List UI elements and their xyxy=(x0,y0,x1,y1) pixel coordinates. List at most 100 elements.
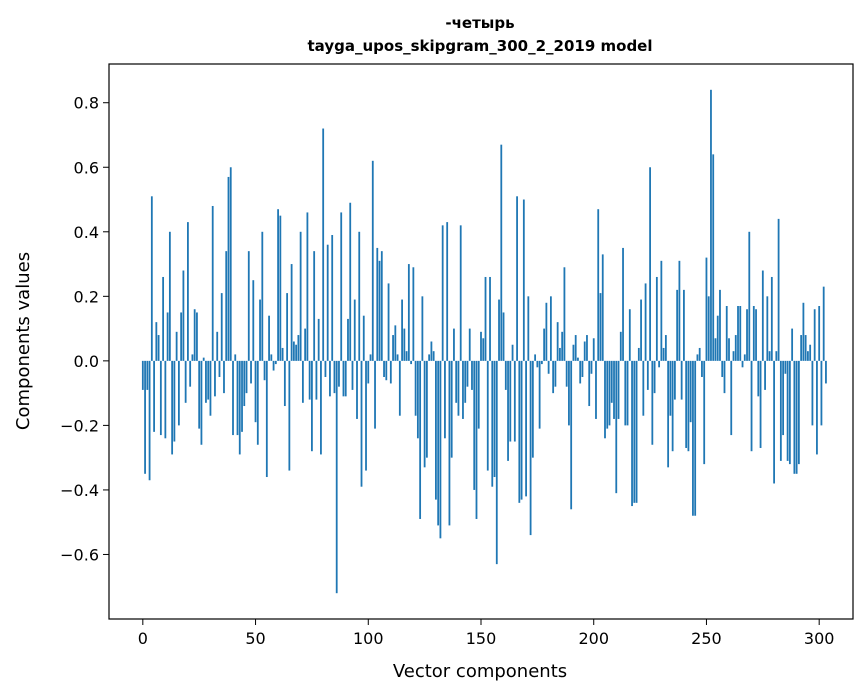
bar-250 xyxy=(705,257,708,361)
bar-141 xyxy=(459,225,462,361)
bar-9 xyxy=(162,276,165,361)
bar-102 xyxy=(371,160,374,361)
bar-16 xyxy=(177,360,180,426)
bar-277 xyxy=(766,296,769,361)
bar-198 xyxy=(588,360,591,407)
bar-246 xyxy=(696,354,699,361)
bar-276 xyxy=(764,360,766,390)
bar-28 xyxy=(205,360,207,403)
bar-61 xyxy=(279,215,282,361)
bar-79 xyxy=(320,360,322,455)
bar-274 xyxy=(759,360,762,448)
bar-37 xyxy=(225,251,228,361)
x-tick-label: 250 xyxy=(691,629,722,648)
bar-57 xyxy=(270,354,273,361)
bar-109 xyxy=(387,283,390,361)
bar-256 xyxy=(719,289,721,361)
bar-25 xyxy=(198,360,201,429)
bar-235 xyxy=(671,360,674,452)
bar-262 xyxy=(732,351,735,361)
bar-54 xyxy=(263,360,266,381)
bar-34 xyxy=(218,360,221,377)
bar-267 xyxy=(743,354,746,361)
bar-167 xyxy=(518,360,521,503)
bar-244 xyxy=(692,360,694,516)
bar-208 xyxy=(610,360,613,403)
bar-248 xyxy=(701,360,703,377)
bar-32 xyxy=(214,360,216,397)
bar-298 xyxy=(813,309,816,361)
bar-233 xyxy=(667,360,670,468)
bar-219 xyxy=(635,360,638,503)
bar-121 xyxy=(414,360,417,416)
plot-frame xyxy=(108,63,854,620)
bar-187 xyxy=(563,267,566,361)
bar-161 xyxy=(504,360,507,390)
bar-136 xyxy=(448,360,451,526)
bar-240 xyxy=(683,289,685,361)
bar-214 xyxy=(624,360,627,426)
bar-117 xyxy=(405,351,408,361)
y-axis-label: Components values xyxy=(13,252,34,430)
bar-249 xyxy=(703,360,706,465)
bar-299 xyxy=(816,360,818,455)
bar-69 xyxy=(297,335,300,361)
bar-series xyxy=(141,89,827,594)
bar-21 xyxy=(189,360,192,387)
y-tick-label: 0.8 xyxy=(74,94,99,113)
bar-166 xyxy=(516,196,518,361)
bar-11 xyxy=(166,312,169,361)
bar-263 xyxy=(734,335,737,361)
bar-49 xyxy=(252,280,255,361)
bar-95 xyxy=(356,360,358,419)
bar-281 xyxy=(775,351,778,361)
bar-195 xyxy=(581,360,584,377)
bar-268 xyxy=(746,309,748,361)
bar-23 xyxy=(193,309,196,361)
bar-200 xyxy=(592,338,595,361)
bar-157 xyxy=(495,360,498,565)
bar-162 xyxy=(507,360,509,461)
bar-261 xyxy=(730,360,733,436)
bar-288 xyxy=(791,328,794,361)
bar-105 xyxy=(378,260,381,361)
bar-247 xyxy=(698,347,701,361)
bar-123 xyxy=(419,360,422,519)
bar-155 xyxy=(491,360,494,487)
bar-237 xyxy=(676,289,679,361)
bar-212 xyxy=(619,331,622,361)
bar-132 xyxy=(439,360,442,539)
bar-91 xyxy=(347,318,349,361)
bar-29 xyxy=(207,360,210,400)
bar-112 xyxy=(394,325,397,361)
bar-106 xyxy=(380,251,383,361)
bar-88 xyxy=(340,212,343,361)
bar-76 xyxy=(313,251,316,361)
bar-220 xyxy=(637,347,640,361)
bar-22 xyxy=(191,354,194,361)
x-axis-ticks: 0 50 100 150 200 250 300 xyxy=(138,619,834,648)
bar-63 xyxy=(283,360,286,407)
bar-158 xyxy=(498,299,500,361)
bar-128 xyxy=(430,341,433,361)
bar-110 xyxy=(389,360,392,384)
bar-160 xyxy=(502,312,505,361)
bar-38 xyxy=(227,176,230,361)
bar-82 xyxy=(326,244,329,361)
bar-71 xyxy=(301,360,304,403)
bar-182 xyxy=(552,360,555,394)
bar-292 xyxy=(800,335,803,361)
bar-223 xyxy=(644,283,647,361)
bar-251 xyxy=(707,296,710,361)
bar-111 xyxy=(392,335,394,361)
bar-238 xyxy=(678,260,681,361)
bar-36 xyxy=(223,360,225,394)
bar-80 xyxy=(322,128,325,361)
bar-47 xyxy=(247,251,250,361)
bar-294 xyxy=(804,335,807,361)
bar-24 xyxy=(196,312,198,361)
bar-266 xyxy=(741,360,744,368)
bar-15 xyxy=(175,331,178,361)
bar-186 xyxy=(561,331,564,361)
bar-135 xyxy=(446,222,449,361)
